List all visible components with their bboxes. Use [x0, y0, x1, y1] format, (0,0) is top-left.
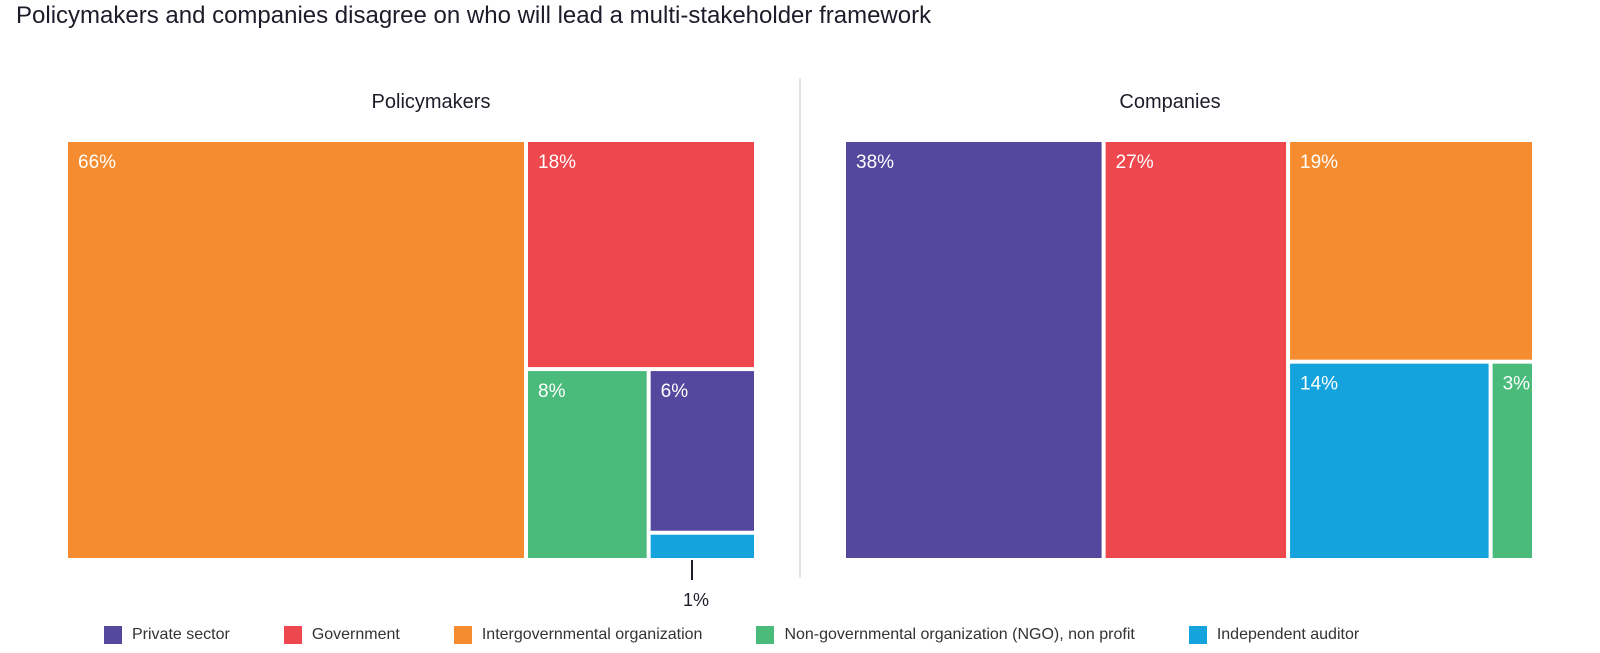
legend-swatch — [104, 626, 122, 644]
cell-value-label: 8% — [538, 381, 566, 402]
legend-swatch — [283, 626, 302, 644]
panel-title: Policymakers — [372, 91, 491, 113]
cell-value-label: 66% — [78, 152, 116, 173]
legend-label: Independent auditor — [1216, 626, 1360, 643]
cell-value-label: 14% — [1300, 374, 1338, 395]
cell-value-label: 27% — [1116, 152, 1154, 173]
legend-item-government: Government — [283, 626, 400, 644]
legend-label: Non-governmental organization (NGO), non… — [784, 626, 1135, 643]
legend-item-intergovernmental-organization: Intergovernmental organization — [453, 626, 703, 644]
treemap-cell-intergovernmental-organization — [68, 142, 524, 558]
legend-item-non-governmental-organization-ngo-non-profit: Non-governmental organization (NGO), non… — [756, 626, 1135, 644]
chart-title: Policymakers and companies disagree on w… — [16, 2, 932, 29]
cell-value-label: 6% — [661, 381, 689, 402]
cell-value-label: 19% — [1300, 152, 1338, 173]
legend-label: Private sector — [132, 626, 230, 643]
legend: Private sector Government Intergovernmenta… — [104, 626, 1413, 644]
treemap-panel-policymakers: Policymakers 66% 18% 8% 6% 1% — [68, 91, 754, 610]
treemap-cell-intergovernmental-organization — [1290, 142, 1532, 360]
treemap-cell-private-sector — [846, 142, 1102, 558]
panel-title: Companies — [1119, 91, 1220, 113]
treemap-cell-government — [1105, 142, 1287, 558]
cell-value-label: 38% — [856, 152, 894, 173]
treemap-cell-independent-auditor — [650, 534, 754, 558]
cell-value-label: 18% — [538, 152, 576, 173]
treemap-cell-private-sector — [650, 371, 754, 531]
legend-label: Intergovernmental organization — [481, 626, 703, 643]
treemap-cell-government — [528, 142, 754, 368]
legend-item-independent-auditor: Independent auditor — [1188, 626, 1360, 644]
legend-swatch — [453, 626, 472, 644]
cell-value-label: 1% — [683, 590, 709, 610]
legend-label: Government — [311, 626, 400, 643]
legend-swatch — [756, 626, 775, 644]
legend-item-private-sector: Private sector — [104, 626, 230, 644]
cell-value-label: 3% — [1503, 374, 1531, 395]
treemap-panel-companies: Companies 38% 27% 19% 14% 3% — [846, 91, 1532, 558]
treemap-cell-non-governmental-organization-ngo-non-profit — [1492, 363, 1532, 558]
treemap-cell-non-governmental-organization-ngo-non-profit — [528, 371, 647, 558]
treemap-cell-independent-auditor — [1290, 363, 1489, 558]
legend-swatch — [1188, 626, 1207, 644]
